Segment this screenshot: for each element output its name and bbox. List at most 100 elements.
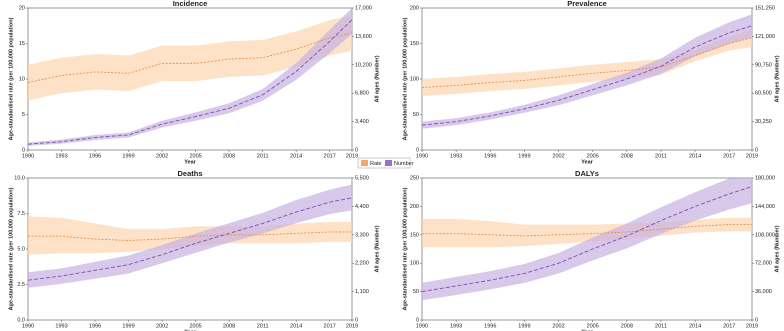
y-axis-label: Age-standardised rate (per 100,000 popul…	[8, 17, 14, 140]
y2-tick-label: 0	[355, 317, 358, 323]
y2-tick-label: 4,400	[355, 204, 369, 210]
y2-tick-label: 121,000	[755, 34, 775, 40]
y-axis-label: Age-standardised rate (per 100,000 popul…	[402, 17, 408, 140]
panel-title: Incidence	[173, 0, 208, 8]
x-tick-label: 2011	[655, 153, 667, 159]
x-tick-label: 1996	[484, 323, 496, 329]
x-tick-label: 2005	[189, 323, 201, 329]
y2-tick-label: 17,000	[355, 5, 372, 11]
y2-tick-label: 1,100	[355, 289, 369, 295]
x-tick-label: 2005	[587, 323, 599, 329]
y-tick-label: 150	[410, 232, 419, 238]
y2-axis-label: All ages (Number)	[374, 55, 380, 102]
x-tick-label: 1999	[518, 153, 530, 159]
x-tick-label: 2014	[689, 323, 701, 329]
y-tick-label: 2.5	[17, 282, 25, 288]
y-tick-label: 50	[413, 289, 419, 295]
plot	[422, 178, 752, 301]
x-tick-label: 2017	[324, 323, 336, 329]
x-tick-label: 2017	[324, 153, 336, 159]
plot	[28, 184, 352, 288]
ci-band	[28, 184, 352, 288]
x-tick-label: 1999	[518, 323, 530, 329]
y-tick-label: 5.0	[17, 246, 25, 252]
panel-title: DALYs	[575, 169, 599, 178]
x-tick-label: 2011	[655, 323, 667, 329]
y2-tick-label: 90,750	[755, 62, 772, 68]
y2-axis-label: All ages (Number)	[774, 225, 780, 272]
x-tick-label: 1996	[484, 153, 496, 159]
series-line	[422, 224, 752, 237]
y2-tick-label: 72,000	[755, 261, 772, 267]
x-tick-label: 1993	[450, 323, 462, 329]
x-tick-label: 2002	[552, 153, 564, 159]
x-tick-label: 2019	[346, 153, 358, 159]
y-tick-label: 200	[410, 204, 419, 210]
series-line	[28, 19, 352, 145]
x-tick-label: 1990	[416, 323, 428, 329]
x-axis-label: Year	[184, 159, 196, 165]
x-tick-label: 2017	[723, 153, 735, 159]
x-axis-label: Year	[581, 329, 593, 331]
series-line	[422, 37, 752, 88]
ci-band	[422, 178, 752, 301]
series-line	[28, 197, 352, 281]
y-tick-label: 10.0	[14, 175, 25, 181]
y-tick-label: 250	[410, 175, 419, 181]
y-tick-label: 100	[410, 261, 419, 267]
x-tick-label: 2005	[587, 153, 599, 159]
x-tick-label: 2008	[223, 153, 235, 159]
y2-tick-label: 0	[755, 147, 758, 153]
y2-tick-label: 3,400	[355, 119, 369, 125]
y2-tick-label: 10,200	[355, 62, 372, 68]
series-line	[28, 32, 352, 83]
x-tick-label: 2017	[723, 323, 735, 329]
plot-frame	[421, 177, 753, 321]
x-tick-label: 2019	[746, 323, 758, 329]
y2-axis-label: All ages (Number)	[374, 225, 380, 272]
y-tick-label: 200	[410, 5, 419, 11]
x-axis-label: Year	[184, 329, 196, 331]
y-tick-label: 15	[19, 41, 25, 47]
x-tick-label: 2011	[257, 323, 269, 329]
y-tick-label: 0	[416, 147, 419, 153]
y-axis-label: Age-standardised rate (per 100,000 popul…	[8, 187, 14, 310]
panel-title: Deaths	[177, 169, 202, 178]
y2-tick-label: 0	[755, 317, 758, 323]
y2-tick-label: 13,600	[355, 34, 372, 40]
y-tick-label: 5	[22, 112, 25, 118]
y2-axis-label: All ages (Number)	[774, 55, 780, 102]
y2-tick-label: 108,000	[755, 232, 775, 238]
x-tick-label: 1999	[122, 323, 134, 329]
x-tick-label: 2014	[689, 153, 701, 159]
legend-label: Rate	[370, 161, 382, 167]
y2-tick-label: 151,250	[755, 5, 775, 11]
x-tick-label: 2005	[189, 153, 201, 159]
y-tick-label: 0	[22, 147, 25, 153]
x-tick-label: 1990	[22, 153, 34, 159]
series-line	[422, 25, 752, 126]
legend: Rate Number	[357, 157, 414, 169]
y-tick-label: 50	[413, 112, 419, 118]
y2-tick-label: 3,300	[355, 232, 369, 238]
y2-tick-label: 2,200	[355, 261, 369, 267]
x-tick-label: 1999	[122, 153, 134, 159]
y2-tick-label: 30,250	[755, 119, 772, 125]
panel-title: Prevalence	[567, 0, 607, 8]
y-tick-label: 7.5	[17, 211, 25, 217]
x-tick-label: 1990	[416, 153, 428, 159]
x-tick-label: 2008	[621, 153, 633, 159]
y-axis-label: Age-standardised rate (per 100,000 popul…	[402, 187, 408, 310]
legend-box	[357, 157, 411, 169]
y2-tick-label: 144,000	[755, 204, 775, 210]
y-tick-label: 100	[410, 76, 419, 82]
y2-tick-label: 0	[355, 147, 358, 153]
x-tick-label: 2008	[223, 323, 235, 329]
y-tick-label: 10	[19, 76, 25, 82]
y2-tick-label: 60,500	[755, 91, 772, 97]
y2-tick-label: 180,000	[755, 175, 775, 181]
y-tick-label: 150	[410, 41, 419, 47]
x-tick-label: 2002	[156, 323, 168, 329]
y2-tick-label: 36,000	[755, 289, 772, 295]
